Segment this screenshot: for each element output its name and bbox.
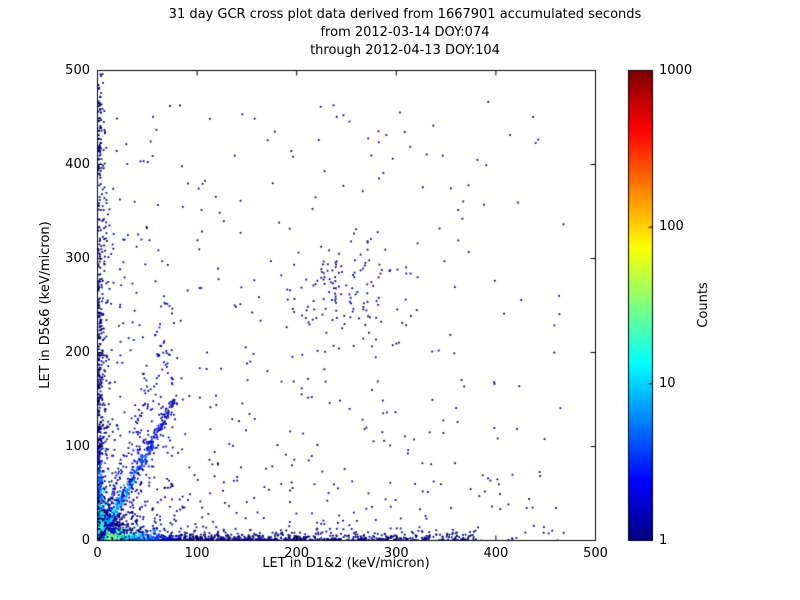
y-tick-label: 500 (65, 62, 90, 78)
chart-title-line-1: 31 day GCR cross plot data derived from … (168, 7, 642, 22)
colorbar-tick-label: 100 (659, 219, 684, 235)
y-tick-label: 300 (65, 250, 90, 266)
y-tick-label: 200 (65, 344, 90, 360)
x-tick-label: 0 (93, 546, 102, 561)
y-tick-label: 400 (65, 156, 90, 172)
colorbar-tick-label: 1000 (659, 62, 693, 78)
chart-title-line-3: through 2012-04-13 DOY:104 (310, 43, 500, 58)
x-tick-label: 100 (184, 546, 210, 561)
y-tick-label: 0 (81, 532, 90, 548)
colorbar-label: Counts (696, 282, 711, 328)
colorbar-tick-label: 1 (659, 532, 668, 548)
y-axis-label: LET in D5&6 (keV/micron) (38, 221, 53, 389)
chart-title-line-2: from 2012-03-14 DOY:074 (320, 25, 490, 40)
colorbar-tick-label: 10 (659, 375, 676, 391)
x-axis-label: LET in D1&2 (keV/micron) (262, 556, 430, 571)
x-tick-label: 500 (583, 546, 608, 561)
x-tick-label: 300 (383, 546, 409, 561)
y-tick-label: 100 (65, 438, 90, 454)
x-tick-label: 200 (284, 546, 310, 561)
chart-title: 31 day GCR cross plot data derived from … (10, 6, 800, 60)
x-tick-label: 400 (483, 546, 509, 561)
